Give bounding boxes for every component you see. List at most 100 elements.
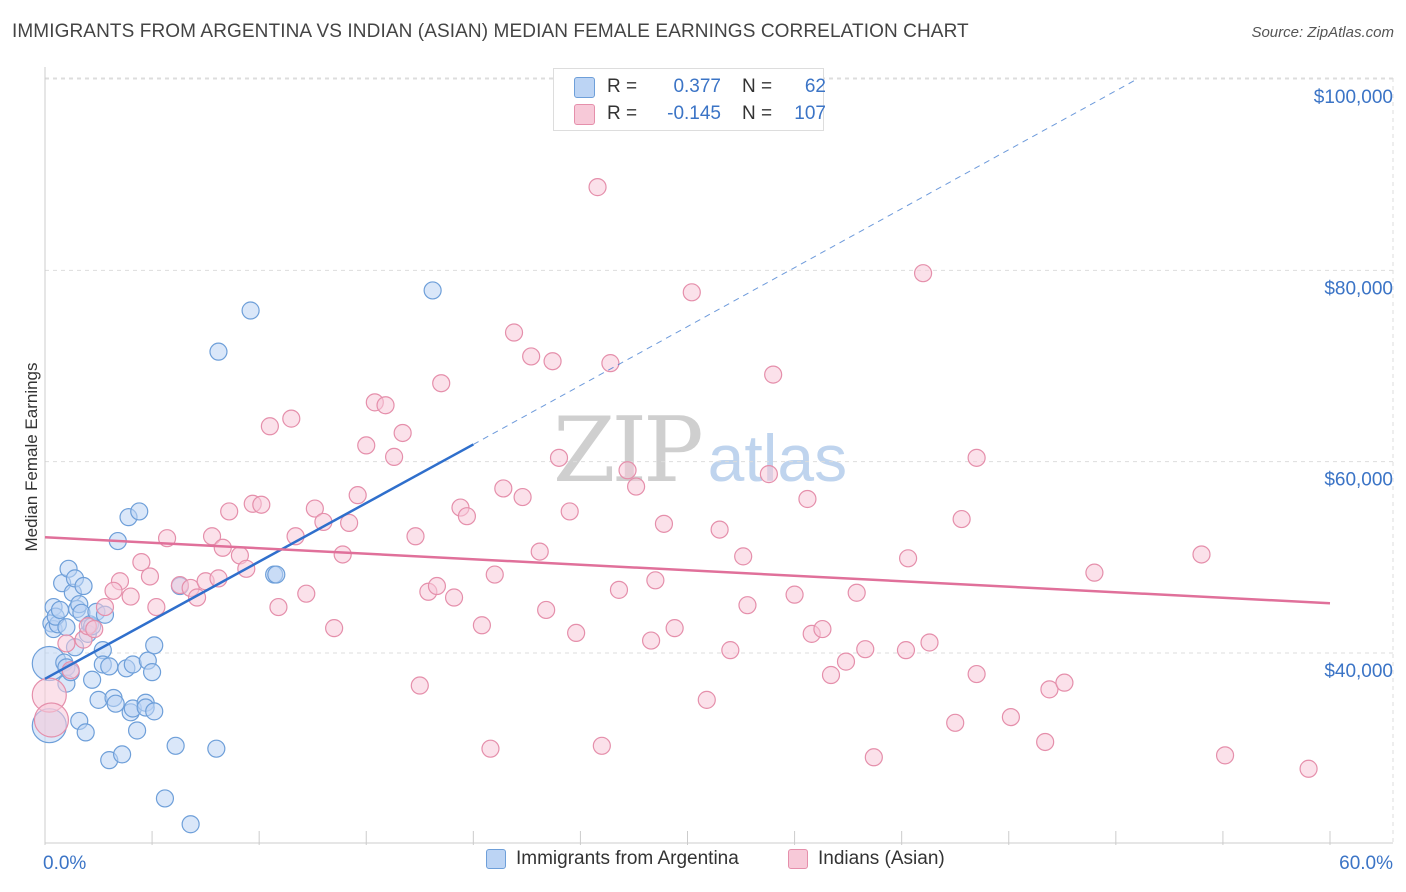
indians-point [847, 583, 866, 602]
y-axis-label: Median Female Earnings [22, 363, 41, 552]
argentina-point [142, 663, 162, 682]
indians-point [798, 489, 817, 509]
x-tick-label-min: 0.0% [43, 853, 86, 874]
bottom-legend: Immigrants from Argentina Indians (Asian… [0, 848, 1406, 880]
indians-point [1001, 707, 1020, 727]
indians-point [543, 352, 562, 371]
indians-point [549, 448, 569, 467]
indians-point [406, 527, 425, 546]
indians-point [697, 690, 716, 709]
indians-point [504, 323, 524, 342]
indians-point [560, 502, 579, 521]
indians-point [734, 547, 753, 566]
argentina-point [57, 618, 76, 637]
argentina-point [123, 655, 142, 674]
argentina-point [130, 502, 149, 521]
indians-point [1192, 545, 1211, 564]
indians-point [626, 477, 646, 496]
indians-point [821, 665, 841, 685]
indians-point [260, 417, 279, 436]
y-tick-label: $80,000 [1324, 278, 1393, 299]
correlation-row-argentina: R = 0.377 N = 62 [574, 76, 826, 98]
indians-point [646, 571, 665, 590]
argentina-point [166, 736, 185, 755]
r-label: R = [607, 103, 638, 124]
indians-point [588, 178, 607, 197]
indians-point [220, 502, 239, 521]
indians-point [305, 499, 324, 518]
indians-point [85, 619, 104, 639]
correlation-legend: R = 0.377 N = 62 R = -0.145 N = 107 [553, 68, 826, 131]
indians-point [1040, 680, 1059, 699]
indians-swatch [574, 103, 595, 125]
indians-point [1299, 759, 1318, 778]
indians-point [481, 739, 500, 758]
argentina-point [100, 657, 119, 676]
legend-item-indians[interactable]: Indians (Asian) [788, 848, 945, 870]
argentina-point [50, 600, 70, 620]
indians-point [333, 545, 352, 564]
indians-point [95, 597, 115, 617]
indians-point [759, 465, 778, 484]
indians-point [537, 600, 556, 620]
indians-point [654, 514, 674, 533]
indians-point [376, 396, 395, 415]
indians-point [813, 619, 832, 639]
n-value: 62 [804, 76, 826, 97]
argentina-point [423, 281, 442, 300]
indians-point [785, 585, 804, 604]
n-label: N = [742, 103, 773, 124]
indians-point [522, 347, 541, 366]
indians-point [567, 623, 586, 643]
indians-point [898, 549, 918, 568]
argentina-point [207, 739, 226, 758]
indians-point [530, 542, 549, 561]
indians-trend-line [44, 535, 1331, 605]
indians-point [710, 520, 729, 539]
indians-point [147, 597, 166, 617]
indians-point [967, 664, 986, 684]
argentina-point [241, 301, 260, 320]
n-label: N = [742, 76, 773, 97]
indians-point [1055, 673, 1074, 692]
argentina-trend-line [44, 443, 474, 680]
indians-point [856, 640, 875, 659]
indians-point [357, 436, 376, 455]
indians-point [601, 354, 620, 373]
argentina-point [89, 690, 108, 709]
indians-point [913, 264, 933, 283]
indians-point [57, 634, 76, 653]
indians-point [641, 631, 661, 650]
indians-point [472, 616, 491, 635]
indians-point [444, 588, 464, 607]
x-tick-label-max: 60.0% [1339, 853, 1393, 874]
indians-point [427, 576, 447, 596]
indians-point [494, 479, 513, 498]
argentina-point [181, 815, 200, 834]
indians-point [1036, 732, 1055, 752]
indians-point [513, 487, 532, 507]
legend-item-argentina[interactable]: Immigrants from Argentina [486, 848, 739, 870]
y-tick-label: $40,000 [1324, 661, 1393, 682]
argentina-point [127, 721, 147, 740]
indians-point [282, 409, 301, 428]
indians-point [967, 448, 986, 467]
indians-point [340, 513, 359, 532]
indians-point [457, 507, 477, 526]
argentina-point [267, 565, 286, 584]
chart-title: IMMIGRANTS FROM ARGENTINA VS INDIAN (ASI… [12, 21, 969, 42]
indians-point [896, 641, 916, 660]
argentina-point [83, 670, 102, 689]
indians-point [836, 652, 856, 671]
indians-point [738, 596, 757, 615]
indians-point [104, 581, 123, 600]
indians-point [485, 565, 504, 584]
indians-point [384, 447, 404, 466]
indians-point [920, 633, 939, 652]
indians-point [393, 423, 412, 443]
indians-point [592, 736, 611, 755]
legend-label-argentina: Immigrants from Argentina [516, 848, 739, 869]
indians-point [946, 713, 965, 732]
indians-point [33, 702, 70, 738]
